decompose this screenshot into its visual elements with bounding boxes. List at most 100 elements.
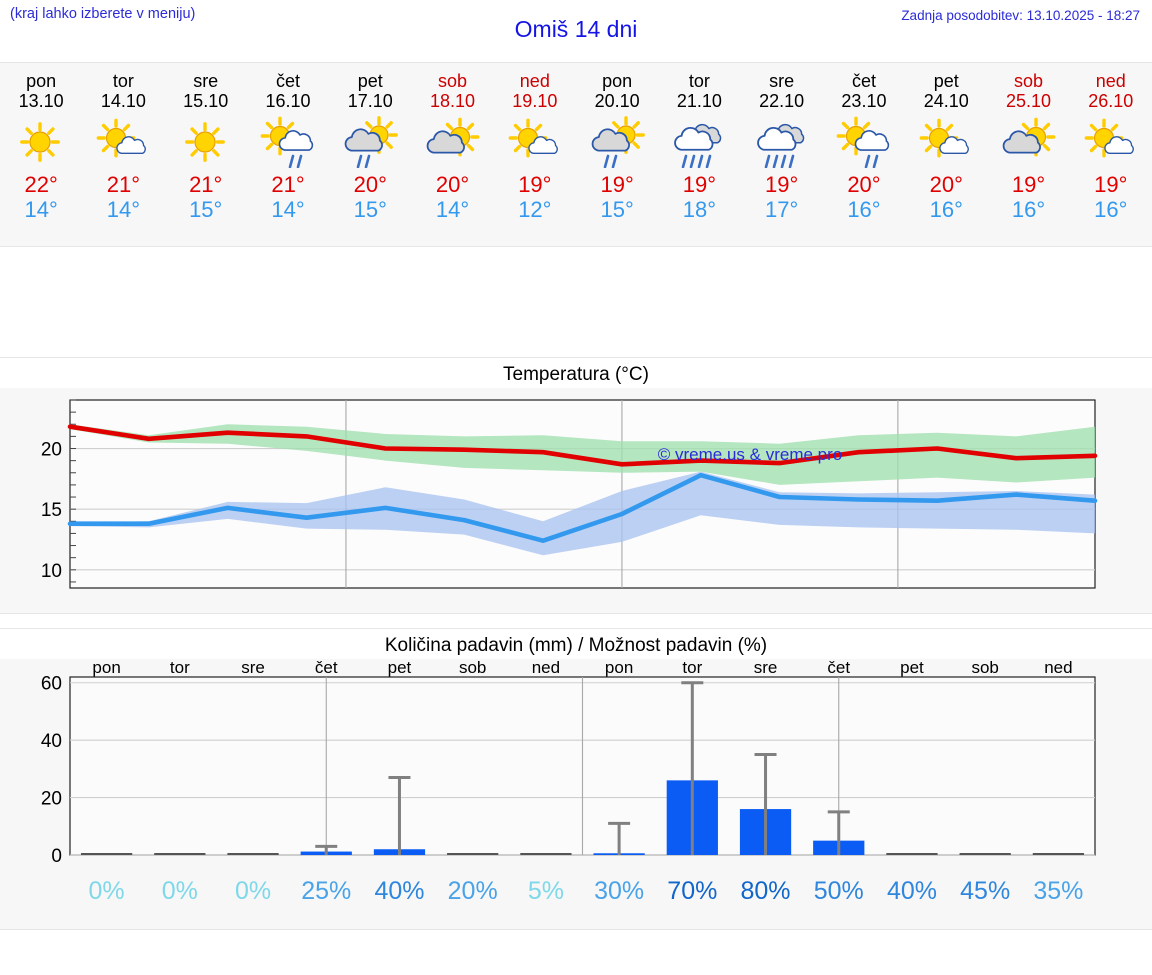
precipitation-probability-label: 70%: [667, 877, 717, 905]
forecast-day-column[interactable]: sre 15.10 21° 15°: [165, 71, 247, 246]
day-min-temp: 16°: [847, 196, 881, 222]
day-min-temp: 15°: [189, 196, 223, 222]
forecast-day-column[interactable]: čet 23.10 20° 16°: [823, 71, 905, 246]
day-min-temp: 14°: [435, 196, 470, 222]
page-title: Omiš 14 dni: [514, 16, 638, 42]
sunny-icon: [175, 113, 237, 171]
x-axis-day-label: sob: [971, 659, 998, 677]
day-of-week-label: pet: [933, 71, 959, 91]
x-axis-day-label: ned: [532, 659, 560, 677]
day-max-temp: 20°: [847, 172, 881, 198]
day-of-week-label: sob: [438, 71, 468, 91]
x-axis-day-label: pet: [388, 659, 412, 677]
forecast-day-column[interactable]: tor 21.10 19° 18°: [658, 71, 740, 246]
day-min-temp: 15°: [600, 196, 634, 222]
day-of-week-label: sre: [769, 71, 795, 91]
day-date-label: 26.10: [1088, 91, 1134, 112]
blank-spacer: [0, 247, 1152, 357]
precipitation-chart: pon tor sre čet pet sob ned pon tor sre čet pet sob n…: [0, 659, 1152, 929]
precipitation-probability-label: 80%: [741, 877, 791, 905]
day-date-label: 24.10: [923, 91, 969, 112]
day-of-week-label: sre: [193, 71, 219, 91]
day-of-week-label: čet: [851, 71, 876, 91]
x-axis-day-label: čet: [827, 659, 850, 677]
y-axis-tick-label: 40: [41, 731, 62, 752]
sun-cloud-icon: [504, 113, 566, 171]
page-header: (kraj lahko izberete v meniju) Omiš 14 d…: [0, 0, 1152, 62]
x-axis-day-label: tor: [682, 659, 702, 677]
forecast-strip: pon 13.10 22° 14° tor 14.10 21° 14° sre 15.10 21°…: [0, 62, 1152, 247]
forecast-day-column[interactable]: pet 24.10 20° 16°: [905, 71, 987, 246]
forecast-day-column[interactable]: ned 19.10 19° 12°: [494, 71, 576, 246]
day-max-temp: 20°: [929, 172, 963, 198]
precipitation-probability-label: 40%: [887, 877, 937, 905]
y-axis-tick-label: 60: [41, 674, 62, 695]
day-date-label: 22.10: [759, 91, 805, 112]
forecast-day-column[interactable]: sre 22.10 19° 17°: [741, 71, 823, 246]
day-min-temp: 16°: [1094, 196, 1128, 222]
day-of-week-label: pon: [602, 71, 633, 91]
y-axis-tick-label: 20: [41, 440, 62, 461]
precipitation-probability-label: 35%: [1033, 877, 1083, 905]
x-axis-day-label: čet: [315, 659, 338, 677]
day-date-label: 20.10: [594, 91, 640, 112]
day-of-week-label: tor: [688, 71, 710, 91]
day-date-label: 21.10: [676, 91, 722, 112]
temperature-line: [67, 472, 1098, 543]
day-max-temp: 20°: [353, 172, 387, 198]
y-axis-tick-label: 15: [41, 500, 62, 521]
day-max-temp: 19°: [518, 172, 552, 198]
day-min-temp: 17°: [765, 196, 799, 222]
clouds-rain-icon: [751, 113, 813, 171]
day-max-temp: 19°: [1011, 172, 1046, 198]
forecast-day-column[interactable]: pon 13.10 22° 14°: [0, 71, 82, 246]
precipitation-probability-label: 20%: [448, 877, 498, 905]
x-axis-day-label: sob: [459, 659, 486, 677]
sun-cloud-icon: [1080, 113, 1142, 171]
day-date-label: 19.10: [512, 91, 558, 112]
forecast-day-column[interactable]: sob 18.10 20° 14°: [411, 71, 493, 246]
day-min-temp: 14°: [106, 196, 141, 222]
day-date-label: 17.10: [347, 91, 393, 112]
day-date-label: 15.10: [183, 91, 229, 112]
day-max-temp: 21°: [271, 172, 305, 198]
day-max-temp: 19°: [682, 172, 717, 198]
day-of-week-label: ned: [519, 71, 550, 91]
location-menu-hint[interactable]: (kraj lahko izberete v meniju): [10, 6, 196, 22]
forecast-day-column[interactable]: pon 20.10 19° 15°: [576, 71, 658, 246]
precipitation-probability-label: 0%: [162, 877, 198, 905]
x-axis-day-label: sre: [241, 659, 265, 677]
day-of-week-label: sob: [1014, 71, 1044, 91]
day-min-temp: 18°: [682, 196, 717, 222]
y-axis-tick-label: 10: [41, 561, 62, 582]
day-max-temp: 19°: [600, 172, 634, 198]
panel-gap: [0, 614, 1152, 628]
forecast-day-column[interactable]: pet 17.10 20° 15°: [329, 71, 411, 246]
day-max-temp: 21°: [189, 172, 223, 198]
temperature-line: [67, 424, 1098, 467]
temperature-chart-title: Temperatura (°C): [0, 358, 1152, 388]
day-min-temp: 12°: [518, 196, 552, 222]
temperature-plot: 10 15 20 © vreme.us & vreme.pro: [41, 399, 1098, 589]
forecast-day-column[interactable]: čet 16.10 21° 14°: [247, 71, 329, 246]
precipitation-panel: Količina padavin (mm) / Možnost padavin …: [0, 628, 1152, 930]
forecast-day-column[interactable]: tor 14.10 21° 14°: [82, 71, 164, 246]
forecast-day-column[interactable]: ned 26.10 19° 16°: [1070, 71, 1152, 246]
sun-cloud-icon: [92, 113, 154, 171]
watermark: © vreme.us & vreme.pro: [658, 445, 842, 464]
forecast-day-column[interactable]: sob 25.10 19° 16°: [987, 71, 1069, 246]
sunny-icon: [10, 113, 72, 171]
day-date-label: 23.10: [841, 91, 887, 112]
day-date-label: 18.10: [430, 91, 476, 112]
day-min-temp: 14°: [24, 196, 58, 222]
precipitation-chart-title: Količina padavin (mm) / Možnost padavin …: [0, 629, 1152, 659]
cloud-sun-icon: [422, 113, 484, 171]
precipitation-probability-label: 40%: [374, 877, 424, 905]
cloud-sun-rain-icon: [339, 113, 401, 171]
last-update-label: Zadnja posodobitev: 13.10.2025 - 18:27: [901, 8, 1140, 23]
x-axis-day-label: pon: [92, 659, 120, 677]
day-max-temp: 19°: [1094, 172, 1128, 198]
day-date-label: 14.10: [100, 91, 146, 112]
day-of-week-label: pet: [357, 71, 383, 91]
x-axis-day-label: tor: [170, 659, 190, 677]
